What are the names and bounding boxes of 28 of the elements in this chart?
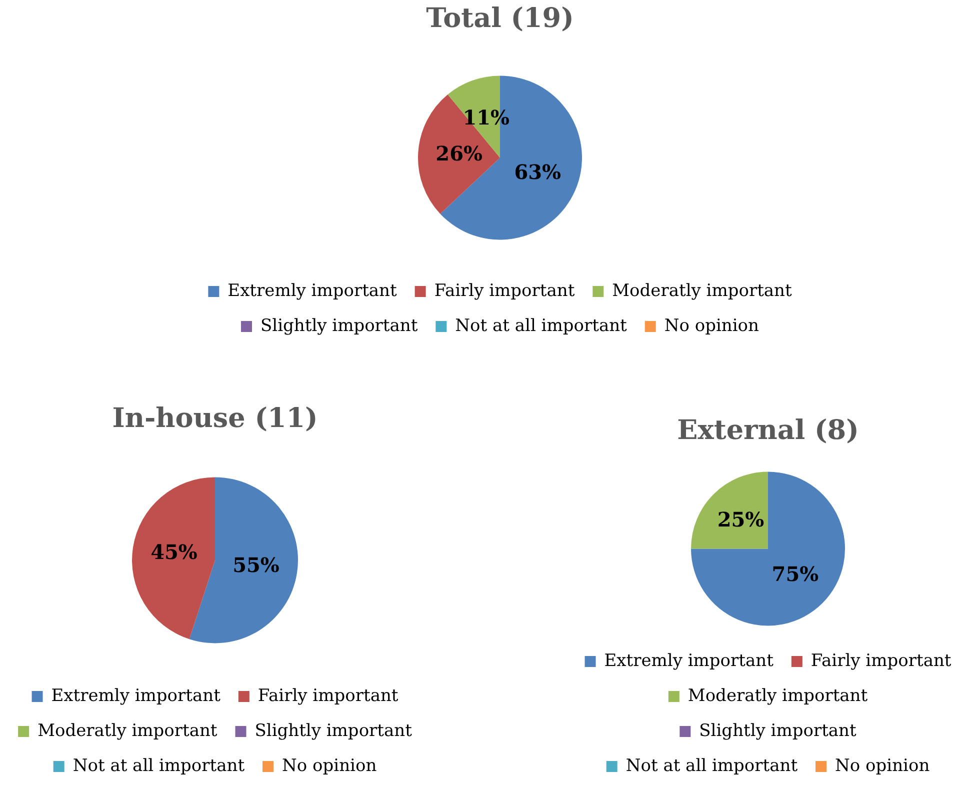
data-label: 45% [150,540,198,564]
legend-label: Not at all important [626,756,798,776]
legend-label: Moderatly important [612,280,792,301]
legend-label: Not at all important [72,756,245,776]
data-label: 11% [462,105,510,130]
data-label: 55% [232,552,280,577]
data-label: 26% [436,141,483,166]
chart-title: External (8) [677,415,859,446]
legend-label: Fairly important [810,650,952,671]
chart-title: In-house (11) [112,403,318,434]
data-label: 75% [772,562,819,586]
data-label: 25% [717,508,764,532]
legend-label: No opinion [282,756,377,776]
legend-label: Moderatly important [38,720,218,741]
legend-label: Fairly important [434,280,575,301]
legend-label: Not at all important [455,316,628,336]
legend-label: Extremly important [604,650,774,671]
legend-label: Slightly important [254,720,412,741]
legend-label: Extremly important [51,686,221,706]
legend-label: Fairly important [258,686,398,706]
legend-label: Slightly important [699,720,857,741]
legend-label: No opinion [664,316,760,336]
data-label: 63% [514,160,562,184]
legend-label: No opinion [835,756,930,776]
legend-label: Moderatly important [688,686,868,706]
chart-title: Total (19) [426,3,574,34]
legend-label: Extremly important [228,280,397,301]
legend-label: Slightly important [260,316,418,336]
